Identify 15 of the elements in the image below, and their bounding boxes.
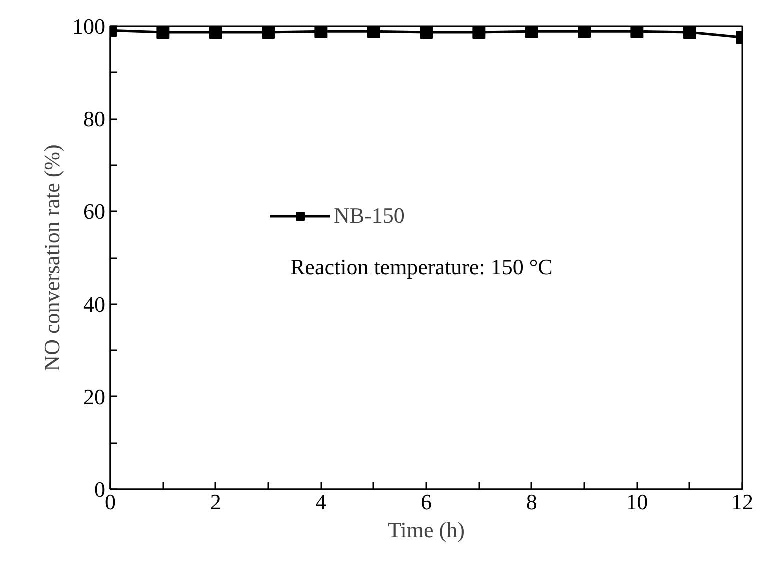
- y-axis-title: NO conversation rate (%): [40, 144, 64, 372]
- y-tick-label: 100: [72, 14, 106, 39]
- x-tick-label: 10: [626, 490, 648, 514]
- y-tick-label: 20: [84, 384, 106, 410]
- y-tick-label: 40: [84, 292, 106, 317]
- y-tick-label: 80: [84, 106, 106, 132]
- x-tick-label: 4: [316, 490, 327, 514]
- x-tick-label: 2: [210, 490, 222, 514]
- x-axis-title: Time (h): [388, 518, 465, 542]
- y-tick-label: 60: [84, 199, 106, 224]
- x-tick-label: 8: [526, 490, 538, 514]
- legend-label: NB-150: [334, 203, 405, 229]
- x-tick-label: 12: [732, 490, 754, 514]
- annotation: Reaction temperature: 150 °C: [290, 254, 553, 280]
- x-tick-label: 6: [421, 490, 432, 514]
